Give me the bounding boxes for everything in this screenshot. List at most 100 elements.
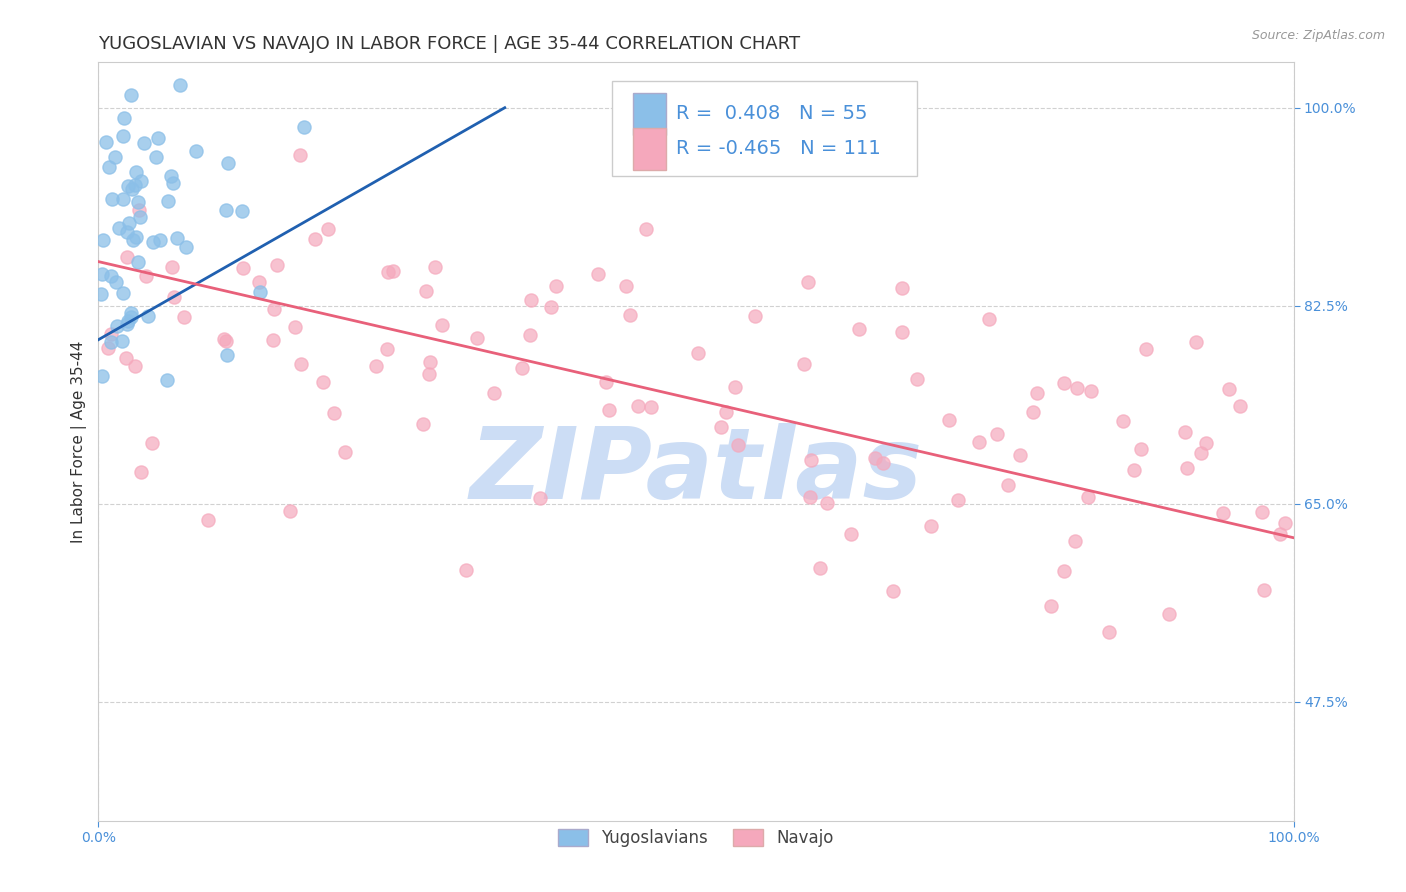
Point (101, 192, 124, 206)
Point (105, 319, 128, 334)
Point (1212, 506, 1234, 520)
Point (121, 306, 143, 320)
Point (710, 420, 733, 434)
Point (1253, 583, 1275, 598)
Point (121, 182, 143, 196)
Point (1111, 414, 1133, 428)
Point (231, 203, 253, 218)
Point (100, 326, 122, 341)
Point (540, 300, 562, 314)
Point (430, 318, 453, 333)
Point (381, 264, 404, 278)
Point (312, 375, 335, 389)
Point (423, 260, 446, 274)
Point (640, 400, 662, 414)
Point (124, 359, 146, 373)
Point (626, 399, 648, 413)
Point (793, 357, 815, 371)
Point (1195, 436, 1218, 450)
Point (249, 285, 271, 300)
Point (136, 310, 159, 324)
Point (1053, 376, 1076, 391)
Point (284, 319, 307, 334)
Point (920, 518, 942, 533)
Point (263, 302, 285, 317)
Point (232, 261, 254, 276)
Point (969, 434, 991, 449)
Point (797, 275, 820, 289)
Point (1098, 624, 1121, 639)
Point (212, 332, 235, 346)
Point (111, 286, 134, 301)
Point (1135, 342, 1157, 356)
Point (98, 160, 121, 174)
Point (839, 526, 862, 541)
Point (217, 348, 239, 362)
Point (744, 309, 766, 323)
Point (266, 258, 288, 272)
Point (141, 235, 163, 250)
Point (145, 150, 167, 164)
Point (117, 178, 139, 193)
Point (519, 328, 541, 343)
Point (415, 285, 437, 299)
Point (174, 240, 197, 254)
Point (128, 202, 150, 217)
Point (134, 136, 156, 150)
Point (160, 169, 183, 183)
Point (90, 286, 112, 301)
Point (1218, 382, 1240, 396)
Point (456, 563, 478, 577)
Point (169, 78, 191, 92)
Point (619, 308, 641, 322)
Point (262, 333, 284, 347)
Point (598, 402, 620, 417)
Point (333, 445, 356, 459)
Point (125, 230, 148, 244)
Point (519, 293, 541, 307)
Text: R =  0.408   N = 55: R = 0.408 N = 55 (676, 104, 868, 123)
Point (1077, 490, 1099, 504)
Point (129, 173, 152, 187)
Point (799, 490, 821, 504)
Point (595, 375, 617, 389)
Point (160, 260, 183, 275)
Point (292, 120, 315, 135)
Point (94, 135, 117, 149)
Point (278, 504, 301, 518)
Point (1066, 381, 1088, 395)
Point (215, 202, 238, 217)
Point (636, 222, 658, 236)
Text: R = -0.465   N = 111: R = -0.465 N = 111 (676, 139, 880, 159)
Point (419, 355, 441, 369)
Point (125, 164, 148, 178)
Point (1130, 442, 1153, 456)
Point (1175, 461, 1198, 475)
Point (1053, 564, 1076, 578)
Point (366, 359, 388, 373)
Point (905, 372, 928, 386)
Point (815, 496, 838, 510)
Point (186, 144, 208, 158)
Point (412, 417, 434, 431)
Point (91, 233, 114, 247)
Point (166, 231, 188, 245)
Point (375, 342, 398, 356)
Point (104, 275, 127, 289)
Point (1274, 516, 1296, 530)
Point (112, 111, 135, 125)
Point (156, 372, 179, 386)
Point (800, 453, 823, 467)
FancyBboxPatch shape (613, 81, 917, 177)
Point (290, 357, 312, 371)
Point (117, 314, 139, 328)
Point (120, 88, 142, 103)
Point (104, 150, 127, 164)
Point (173, 310, 195, 324)
Point (946, 492, 969, 507)
Point (215, 334, 238, 348)
Point (288, 147, 311, 161)
Point (882, 583, 904, 598)
Point (614, 278, 637, 293)
Point (163, 290, 186, 304)
